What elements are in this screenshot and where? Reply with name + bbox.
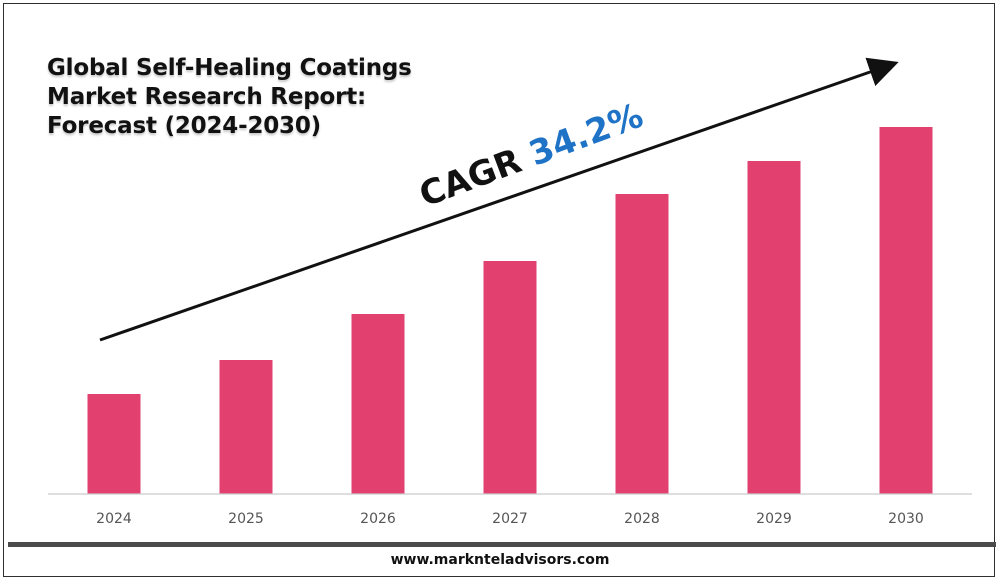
bar-2024 — [87, 394, 141, 494]
bar-2025 — [219, 360, 273, 494]
chart-title-line-1: Global Self-Healing Coatings — [47, 55, 412, 81]
x-tick-label-2025: 2025 — [228, 511, 264, 527]
cagr-value: 34.2% — [524, 96, 649, 175]
growth-arrow-line — [99, 57, 899, 342]
footer-url: www.marknteladvisors.com — [390, 552, 610, 568]
growth-arrow — [99, 57, 899, 342]
bar-2027 — [483, 261, 537, 494]
bars — [87, 127, 933, 494]
svg-text:CAGR 34.2%: CAGR 34.2% — [414, 96, 648, 216]
bar-2029 — [747, 161, 801, 494]
x-tick-label-2027: 2027 — [492, 511, 528, 527]
x-tick-label-2030: 2030 — [888, 511, 924, 527]
chart-title: Global Self-Healing Coatings Market Rese… — [47, 54, 467, 141]
bar-2028 — [615, 194, 669, 494]
chart-title-line-3: Forecast (2024-2030) — [47, 113, 321, 139]
x-tick-label-2026: 2026 — [360, 511, 396, 527]
bar-2030 — [879, 127, 933, 494]
x-tick-label-2024: 2024 — [96, 511, 132, 527]
footer-divider — [8, 542, 996, 547]
x-tick-label-2028: 2028 — [624, 511, 660, 527]
bar-2026 — [351, 314, 405, 494]
x-tick-label-2029: 2029 — [756, 511, 792, 527]
cagr-label: CAGR — [414, 141, 527, 215]
x-tick-labels: 2024 2025 2026 2027 2028 2029 2030 — [96, 511, 924, 527]
chart-title-line-2: Market Research Report: — [47, 84, 367, 110]
cagr-annotation: CAGR 34.2% — [414, 96, 648, 216]
